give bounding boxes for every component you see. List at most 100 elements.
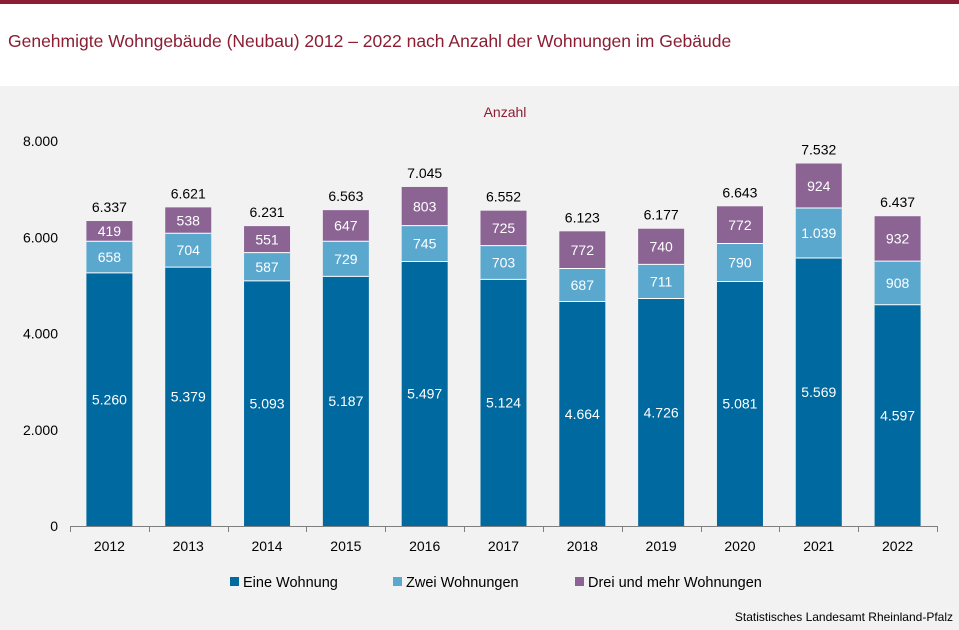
- total-label: 6.643: [722, 184, 757, 200]
- data-label: 551: [255, 231, 279, 247]
- bar-segment-2: [559, 268, 606, 302]
- bar-segment-2: [874, 261, 921, 305]
- data-label: 725: [492, 220, 516, 236]
- bar-segment-2: [480, 245, 527, 280]
- data-label: 703: [492, 254, 516, 270]
- legend-swatch: [575, 577, 584, 586]
- x-tick-label: 2012: [94, 538, 125, 554]
- x-tick-label: 2019: [646, 538, 677, 554]
- y-tick-label: 6.000: [23, 229, 58, 245]
- bar-segment-2: [401, 225, 448, 262]
- data-label: 587: [255, 259, 279, 275]
- total-label: 6.177: [644, 207, 679, 223]
- data-label: 658: [98, 249, 122, 265]
- total-label: 6.231: [250, 204, 285, 220]
- total-label: 6.123: [565, 209, 600, 225]
- bar-segment-2: [716, 243, 763, 282]
- bar-segment-3: [401, 186, 448, 226]
- data-label: 4.597: [880, 407, 915, 423]
- bar-segment-1: [480, 279, 527, 526]
- bar-segment-2: [86, 241, 133, 273]
- total-label: 7.532: [801, 142, 836, 158]
- x-tick-label: 2013: [173, 538, 204, 554]
- total-label: 6.337: [92, 199, 127, 215]
- bar-segment-3: [244, 226, 291, 253]
- bar-segment-2: [322, 241, 369, 277]
- total-label: 6.437: [880, 194, 915, 210]
- bar-segment-3: [322, 210, 369, 242]
- x-tick-label: 2018: [567, 538, 598, 554]
- data-label: 1.039: [801, 225, 836, 241]
- data-label: 5.093: [250, 395, 285, 411]
- bar-segment-1: [86, 272, 133, 526]
- page-title: Genehmigte Wohngebäude (Neubau) 2012 – 2…: [8, 31, 732, 51]
- data-label: 5.124: [486, 395, 521, 411]
- bar-segment-1: [716, 281, 763, 526]
- x-tick-label: 2017: [488, 538, 519, 554]
- total-label: 7.045: [407, 165, 442, 181]
- bar-segment-3: [638, 228, 685, 265]
- source-note: Statistisches Landesamt Rheinland-Pfalz: [734, 610, 953, 624]
- data-label: 647: [334, 218, 358, 234]
- data-label: 729: [334, 251, 358, 267]
- data-label: 5.260: [92, 391, 127, 407]
- bar-segment-2: [638, 264, 685, 299]
- y-tick-label: 0: [50, 518, 58, 534]
- bar-segment-1: [322, 276, 369, 526]
- bar-segment-3: [559, 231, 606, 269]
- legend-swatch: [230, 577, 239, 586]
- data-label: 5.187: [328, 393, 363, 409]
- bar-segment-3: [165, 207, 212, 234]
- data-label: 772: [728, 217, 752, 233]
- data-label: 704: [177, 242, 201, 258]
- y-tick-label: 2.000: [23, 422, 58, 438]
- x-tick-label: 2016: [409, 538, 440, 554]
- bar-segment-1: [874, 304, 921, 526]
- x-tick-label: 2015: [330, 538, 361, 554]
- x-tick-label: 2014: [251, 538, 282, 554]
- bar-segment-3: [795, 163, 842, 208]
- data-label: 711: [650, 273, 673, 289]
- data-label: 4.664: [565, 406, 600, 422]
- data-label: 419: [98, 223, 122, 239]
- bar-segment-3: [874, 216, 921, 262]
- bar-segment-1: [165, 267, 212, 526]
- bar-segment-1: [559, 301, 606, 526]
- total-label: 6.621: [171, 185, 206, 201]
- data-label: 687: [571, 277, 595, 293]
- data-label: 740: [649, 239, 673, 255]
- data-label: 924: [807, 178, 831, 194]
- y-axis-title: Anzahl: [484, 104, 527, 120]
- top-accent-rule: [0, 0, 959, 4]
- data-label: 803: [413, 198, 437, 214]
- bar-segment-1: [401, 261, 448, 526]
- y-tick-label: 4.000: [23, 326, 58, 342]
- data-label: 5.379: [171, 389, 206, 405]
- data-label: 5.569: [801, 384, 836, 400]
- data-label: 908: [886, 275, 910, 291]
- data-label: 5.081: [722, 396, 757, 412]
- legend-label: Eine Wohnung: [243, 575, 338, 591]
- bar-segment-1: [795, 257, 842, 526]
- x-tick-label: 2020: [724, 538, 755, 554]
- bar-segment-3: [480, 210, 527, 246]
- data-label: 790: [728, 254, 752, 270]
- total-label: 6.563: [328, 188, 363, 204]
- legend-swatch: [393, 577, 402, 586]
- data-label: 5.497: [407, 386, 442, 402]
- data-label: 745: [413, 236, 437, 252]
- total-label: 6.552: [486, 189, 521, 205]
- bar-segment-3: [716, 206, 763, 244]
- bar-segment-3: [86, 221, 133, 242]
- bar-segment-2: [165, 233, 212, 268]
- bar-segment-2: [244, 252, 291, 281]
- data-label: 538: [177, 212, 201, 228]
- bar-segment-1: [638, 298, 685, 526]
- bar-segment-2: [795, 207, 842, 258]
- data-label: 4.726: [644, 404, 679, 420]
- bar-segment-1: [244, 280, 291, 526]
- x-tick-label: 2021: [803, 538, 834, 554]
- legend-label: Zwei Wohnungen: [406, 575, 519, 591]
- data-label: 772: [571, 242, 595, 258]
